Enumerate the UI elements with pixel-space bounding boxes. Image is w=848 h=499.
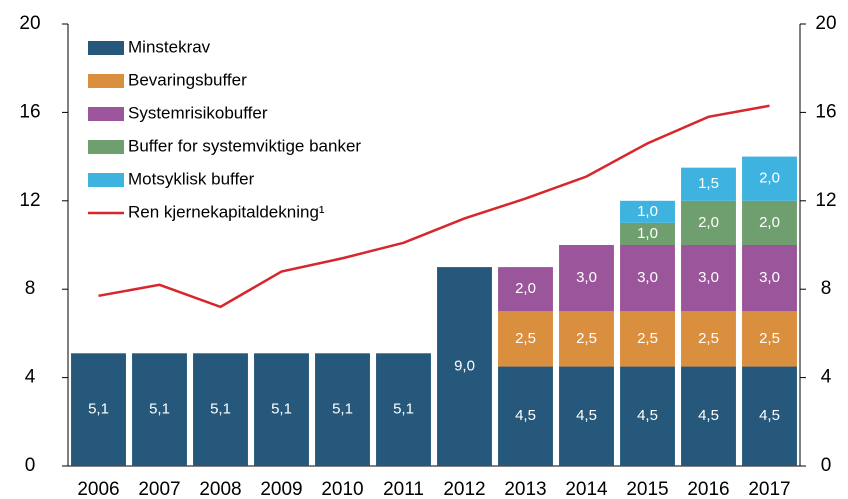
x-tick-label: 2010 <box>321 479 363 499</box>
data-label: 2,0 <box>759 170 780 187</box>
bar <box>498 267 553 312</box>
x-tick-label: 2017 <box>748 479 790 499</box>
y-tick-label: 12 <box>19 190 40 211</box>
legend-swatch <box>88 107 124 121</box>
bar <box>254 353 309 466</box>
x-tick-label: 2015 <box>626 479 668 499</box>
x-tick-label: 2007 <box>138 479 180 499</box>
data-label: 5,1 <box>210 401 231 418</box>
y2-tick-label: 0 <box>821 455 832 476</box>
y2-tick-label: 20 <box>815 13 836 34</box>
legend-label: Bevaringsbuffer <box>128 70 247 89</box>
data-label: 5,1 <box>393 401 414 418</box>
data-label: 1,5 <box>698 175 719 192</box>
bar <box>681 366 736 466</box>
data-label: 1,0 <box>637 203 658 220</box>
y2-tick-label: 16 <box>815 101 836 122</box>
bar <box>742 311 797 367</box>
bar <box>620 245 675 312</box>
bar <box>681 311 736 367</box>
bar <box>132 353 187 466</box>
legend-swatch <box>88 74 124 88</box>
x-tick-label: 2012 <box>443 479 485 499</box>
data-label: 3,0 <box>759 269 780 286</box>
legend-label: Ren kjernekapitaldekning¹ <box>128 202 325 221</box>
data-label: 2,0 <box>515 280 536 297</box>
bar <box>559 245 614 312</box>
legend-label: Buffer for systemviktige banker <box>128 136 361 155</box>
data-label: 2,0 <box>759 214 780 231</box>
bar <box>559 311 614 367</box>
y-tick-label: 0 <box>25 455 36 476</box>
x-tick-label: 2011 <box>383 479 424 499</box>
data-label: 4,5 <box>576 407 597 424</box>
data-label: 2,5 <box>759 330 780 347</box>
bar <box>559 366 614 466</box>
bar <box>376 353 431 466</box>
bar <box>620 366 675 466</box>
data-label: 5,1 <box>149 401 170 418</box>
bar <box>742 156 797 201</box>
data-label: 2,5 <box>576 330 597 347</box>
bar <box>742 366 797 466</box>
x-tick-label: 2016 <box>687 479 729 499</box>
data-label: 4,5 <box>759 407 780 424</box>
legend-swatch <box>88 41 124 55</box>
data-label: 4,5 <box>698 407 719 424</box>
bar <box>681 245 736 312</box>
line <box>98 104 770 309</box>
bar <box>620 200 675 223</box>
legend-swatch <box>88 140 124 154</box>
data-label: 3,0 <box>698 269 719 286</box>
data-label: 9,0 <box>454 358 475 375</box>
x-tick-label: 2014 <box>565 479 608 499</box>
bar <box>620 311 675 367</box>
bar <box>193 353 248 466</box>
x-tick-label: 2008 <box>199 479 241 499</box>
bar <box>742 245 797 312</box>
data-label: 4,5 <box>515 407 536 424</box>
data-label: 2,5 <box>515 330 536 347</box>
y-tick-label: 20 <box>19 13 40 34</box>
legend-label: Minstekrav <box>128 37 211 56</box>
bar <box>315 353 370 466</box>
data-label: 3,0 <box>637 269 658 286</box>
bar <box>681 200 736 245</box>
bar <box>498 311 553 367</box>
data-label: 4,5 <box>637 407 658 424</box>
y2-tick-label: 8 <box>821 278 832 299</box>
x-tick-label: 2006 <box>77 479 119 499</box>
data-label: 5,1 <box>88 401 109 418</box>
data-label: 2,0 <box>698 214 719 231</box>
data-label: 1,0 <box>637 225 658 242</box>
data-label: 2,5 <box>698 330 719 347</box>
y-tick-label: 8 <box>25 278 36 299</box>
y2-tick-label: 4 <box>821 367 832 388</box>
bar <box>437 267 492 466</box>
data-label: 2,5 <box>637 330 658 347</box>
legend-label: Motsyklisk buffer <box>128 169 255 188</box>
y-tick-label: 4 <box>25 367 36 388</box>
x-tick-label: 2009 <box>260 479 302 499</box>
bar <box>681 167 736 201</box>
data-label: 3,0 <box>576 269 597 286</box>
bar <box>71 353 126 466</box>
data-label: 5,1 <box>332 401 353 418</box>
legend-label: Systemrisikobuffer <box>128 103 268 122</box>
bar <box>620 222 675 245</box>
legend-swatch <box>88 173 124 187</box>
bar <box>742 200 797 245</box>
x-tick-label: 2013 <box>504 479 546 499</box>
y2-tick-label: 12 <box>815 190 836 211</box>
data-label: 5,1 <box>271 401 292 418</box>
y-tick-label: 16 <box>19 101 40 122</box>
bar <box>498 366 553 466</box>
